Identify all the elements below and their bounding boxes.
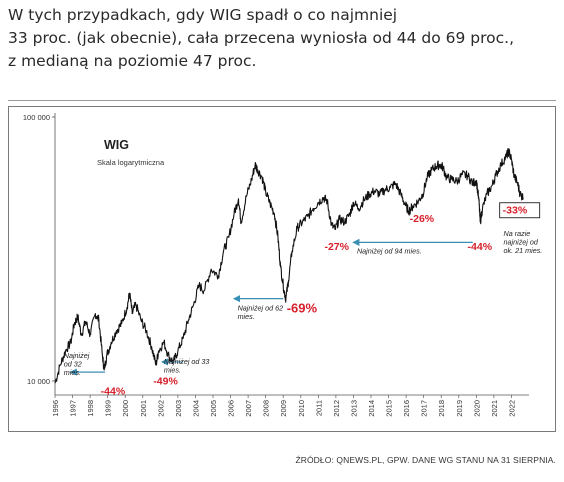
x-tick-label: 1996 <box>51 400 60 417</box>
chart-frame: 100 000 10 000 1996 1997 1998 1999 2000 2001 200… <box>8 106 556 432</box>
x-tick-label: 2008 <box>262 400 271 417</box>
x-tick-label: 1997 <box>69 400 78 417</box>
x-tick-label: 2011 <box>314 400 323 416</box>
chart-subtitle: Skala logarytmiczna <box>97 158 165 167</box>
decline-label: -27% <box>324 241 349 253</box>
headline: W tych przypadkach, gdy WIG spadł o co n… <box>8 4 560 73</box>
decline-label: -26% <box>410 213 435 225</box>
x-tick-label: 2000 <box>121 400 130 417</box>
decline-label: -44% <box>101 385 126 397</box>
drawdown-note: mies. <box>238 312 255 321</box>
decline-label: -44% <box>468 241 493 253</box>
current-decline-box <box>499 202 541 219</box>
x-tick-label: 1998 <box>86 400 95 417</box>
drawdown-note: od 32 <box>64 360 82 369</box>
x-tick-label: 2004 <box>191 400 200 417</box>
y-tick-label: 100 000 <box>23 113 50 122</box>
wig-chart: 100 000 10 000 1996 1997 1998 1999 2000 2001 200… <box>23 113 543 417</box>
x-tick-label: 2002 <box>156 400 165 417</box>
drawdown-note: Najniżej od 62 <box>238 304 284 313</box>
headline-divider <box>8 100 556 101</box>
headline-line-2: 33 proc. (jak obecnie), cała przecena wy… <box>8 29 515 47</box>
x-tick-label: 2009 <box>279 400 288 417</box>
drawdown-note: ok. 21 mies. <box>504 246 543 255</box>
source-note: ŹRÓDŁO: QNEWS.PL, GPW. DANE WG STANU NA … <box>295 455 556 465</box>
x-tick-label: 2010 <box>297 400 306 417</box>
x-tick-label: 2015 <box>385 400 394 417</box>
decline-label: -33% <box>503 205 528 217</box>
drawdown-note: Na razie <box>504 229 531 238</box>
drawdown-note: mies. <box>64 368 81 377</box>
x-tick-label: 2003 <box>174 400 183 417</box>
x-tick-label: 2017 <box>420 400 429 417</box>
x-tick-label: 2007 <box>244 400 253 417</box>
x-tick-label: 2013 <box>349 400 358 417</box>
y-tick-label: 10 000 <box>27 377 50 386</box>
drawdown-note: Najniżej od 33 <box>164 357 210 366</box>
x-tick-label: 2006 <box>227 400 236 417</box>
decline-label: -69% <box>287 300 318 315</box>
x-tick-label: 2019 <box>455 400 464 417</box>
drawdown-note: Najniżej od 94 mies. <box>357 246 422 255</box>
wig-series-line <box>54 147 524 384</box>
x-tick-label: 2014 <box>367 400 376 417</box>
x-tick-label: 2020 <box>472 400 481 417</box>
x-tick-label: 2016 <box>402 400 411 417</box>
drawdown-note: Najniżej <box>64 351 90 360</box>
chart-title: WIG <box>104 138 129 152</box>
x-tick-label: 2022 <box>507 400 516 417</box>
x-tick-label: 2018 <box>437 400 446 417</box>
headline-line-1: W tych przypadkach, gdy WIG spadł o co n… <box>8 6 398 24</box>
headline-line-3: z medianą na poziomie 47 proc. <box>8 52 257 70</box>
drawdown-note: mies. <box>164 365 181 374</box>
x-tick-label: 2005 <box>209 400 218 417</box>
decline-label: -49% <box>153 375 178 387</box>
drawdown-note: najniżej od <box>504 238 539 247</box>
x-tick-label: 1999 <box>104 400 113 417</box>
x-tick-label: 2021 <box>490 400 499 417</box>
x-tick-label: 2012 <box>332 400 341 417</box>
x-tick-label: 2001 <box>139 400 148 417</box>
